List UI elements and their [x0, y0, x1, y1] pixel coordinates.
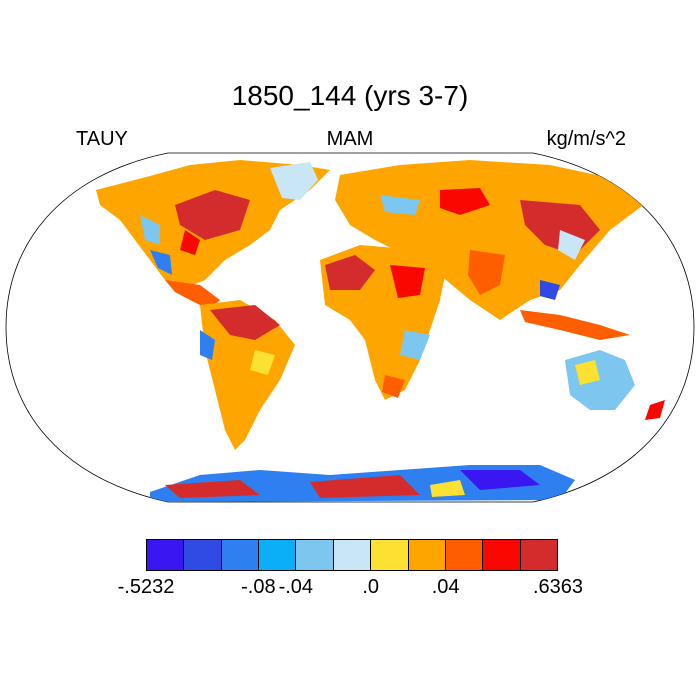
greenland: [270, 162, 318, 200]
legend-swatch-1: [184, 540, 222, 570]
legend-tick-label: .6363: [532, 576, 584, 598]
season-label: MAM: [326, 128, 374, 150]
legend-swatch-2: [221, 540, 260, 570]
legend-tick-label: -.5232: [117, 576, 175, 598]
color-legend: [146, 539, 558, 571]
map-title: 1850_144 (yrs 3-7): [231, 80, 469, 111]
legend-swatch-9: [483, 540, 521, 570]
legend-swatch-5: [333, 540, 372, 570]
legend-tick-label: .0: [362, 576, 380, 598]
units-label: kg/m/s^2: [546, 128, 626, 150]
variable-label: TAUY: [76, 128, 128, 150]
legend-swatch-10: [520, 540, 557, 570]
legend-tick-label: -.08: [241, 576, 276, 598]
legend-swatch-4: [296, 540, 334, 570]
legend-swatch-7: [408, 540, 446, 570]
legend-swatch-0: [147, 540, 185, 570]
south-america: [200, 300, 295, 450]
legend-swatch-3: [259, 540, 297, 570]
legend-tick-label: .04: [431, 576, 460, 598]
legend-swatch-8: [445, 540, 484, 570]
legend-tick-label: -.04: [278, 576, 314, 598]
legend-swatch-6: [371, 540, 409, 570]
